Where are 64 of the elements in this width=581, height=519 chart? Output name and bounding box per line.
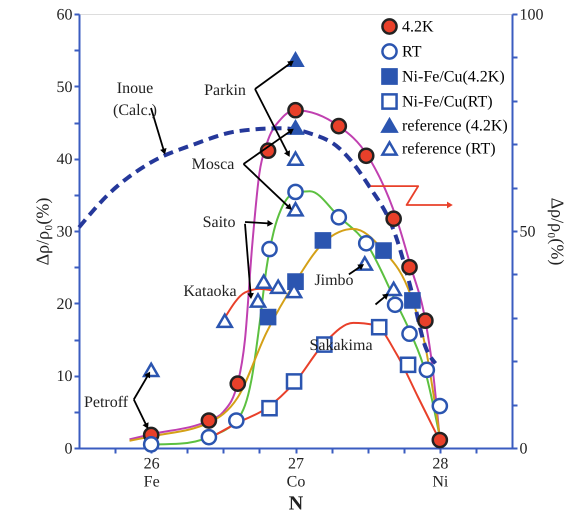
y-tick-label: 20 [56,296,72,313]
y-tick-label: 40 [56,151,72,168]
point [270,279,286,294]
x-tick-label: 27 Co [286,456,306,490]
y2-tick-label: 50 [520,224,536,240]
annotation: Saito [202,214,236,231]
point [330,208,348,226]
point [330,118,348,134]
point [418,362,436,378]
point [142,436,160,453]
point [375,242,392,259]
legend-label: RT [402,44,422,60]
point [404,292,421,309]
annotation: Inoue (Calc.) [113,80,157,119]
point [400,356,416,374]
point [417,312,434,329]
point [432,398,448,414]
point [385,210,402,228]
point [261,240,278,258]
point [287,102,304,119]
point [255,274,272,290]
x-axis-title: N [288,492,304,514]
y-axis-title: Δρ/ρ₀(%) [32,198,52,266]
legend-label: Ni-Fe/Cu(4.2K) [402,68,505,86]
annotation: Jimbo [314,272,354,289]
legend-label: reference (4.2K) [402,118,508,134]
point [286,373,302,390]
x-tick-label: 26 Fe [144,456,160,490]
y2-tick-label: 0 [520,440,528,458]
annotation: Mosca [192,156,234,173]
point [314,232,332,249]
y2-axis-title: Δρ/ρ₀(%) [548,198,568,266]
point [358,234,375,252]
point [385,281,402,296]
y-tick-label: 30 [56,224,72,240]
point [287,202,304,217]
annotation: Petroff [84,394,129,411]
point [260,308,276,326]
point [386,296,404,314]
legend-label: Ni-Fe/Cu(RT) [402,94,493,110]
point [287,184,304,200]
point [216,313,234,328]
point [261,400,278,417]
point [287,151,304,166]
y-tick-label: 10 [56,368,72,386]
legend-label: 4.2K [402,18,434,36]
annotation: Parkin [204,82,246,99]
y-tick-label: 60 [56,6,72,24]
point [200,428,218,446]
point [228,412,245,429]
point [358,147,375,164]
annotation: Kataoka [183,283,237,300]
x-tick-label: 28 Ni [432,456,449,490]
point [250,293,266,308]
y-tick-label: 50 [56,78,72,96]
point [401,258,418,276]
y-tick-label: 0 [64,440,72,458]
point [229,375,246,392]
point [370,318,388,336]
point [401,325,418,342]
y2-tick-label: 100 [520,6,544,24]
point [432,432,448,448]
point [200,412,218,429]
legend-label: reference (RT) [402,140,496,158]
